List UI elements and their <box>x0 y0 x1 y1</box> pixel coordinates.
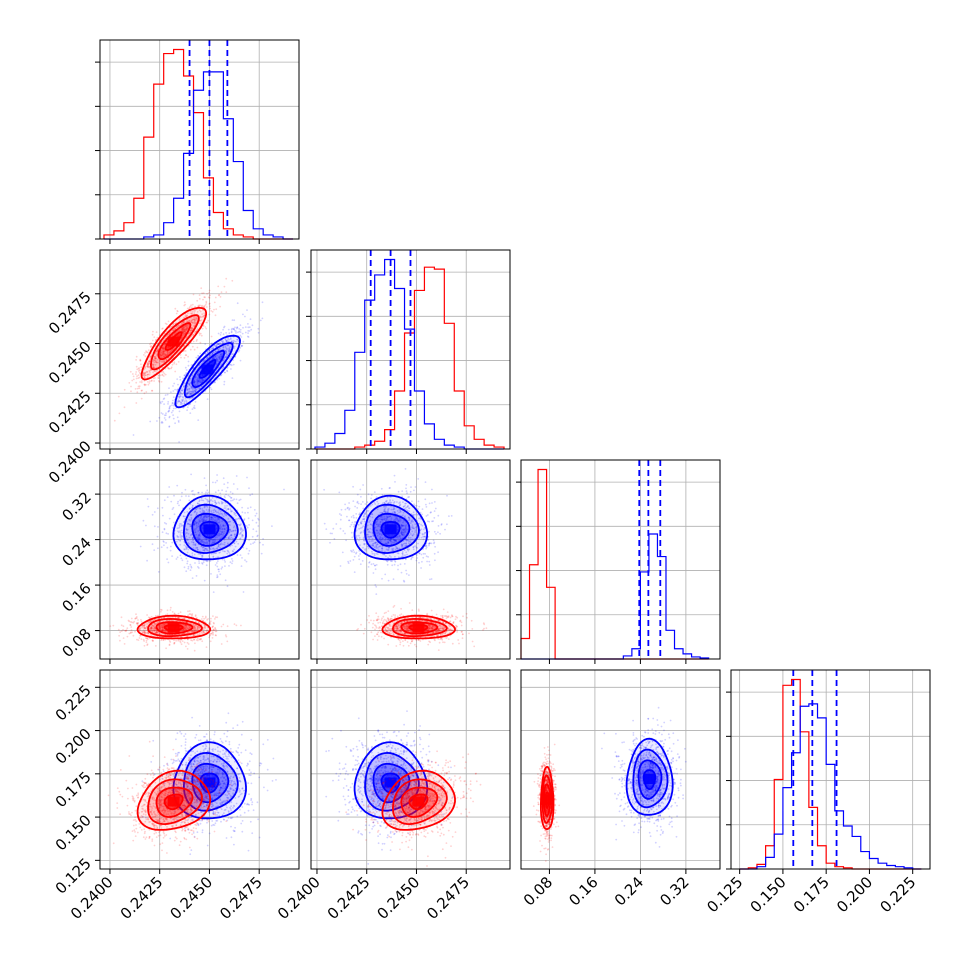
ytick-label-2-0: 0.08 <box>58 625 94 661</box>
pair-1-0-panel <box>100 250 299 449</box>
xtick-label-3-2: 0.175 <box>790 873 833 916</box>
pair-3-2-frame <box>520 669 721 870</box>
pair-2-1-blue-peak <box>384 524 397 535</box>
ytick-label-3-1: 0.150 <box>52 811 95 854</box>
xtick-label-1-3: 0.2475 <box>423 873 473 923</box>
ytick-label-3-2: 0.175 <box>52 768 95 811</box>
xtick-label-1-2: 0.2450 <box>373 873 423 923</box>
hist-0-panel <box>95 40 299 240</box>
pair-2-1-panel <box>311 460 510 659</box>
xtick-label-2-2: 0.24 <box>611 873 647 909</box>
pair-3-0-blue-peak <box>203 777 216 788</box>
hist-1-frame <box>310 249 511 450</box>
ytick-label-1-1: 0.2425 <box>45 387 95 437</box>
pair-1-0-content <box>113 277 264 443</box>
ytick-label-3-4: 0.225 <box>52 681 95 724</box>
pair-2-0-content <box>109 473 285 652</box>
hist-2-frame <box>520 459 721 660</box>
ytick-label-2-1: 0.16 <box>58 579 94 615</box>
xtick-label-1-0: 0.2400 <box>274 873 324 923</box>
pair-3-2-content <box>532 706 687 862</box>
pair-2-0-frame <box>99 459 300 660</box>
pair-3-1-content <box>325 710 482 867</box>
ytick-label-1-2: 0.2450 <box>45 338 95 388</box>
pair-3-0-panel <box>100 670 299 869</box>
xtick-label-3-1: 0.150 <box>747 873 790 916</box>
pair-3-2-red-peak <box>541 794 554 805</box>
pair-2-0-red-peak <box>167 622 180 633</box>
xtick-label-0-2: 0.2450 <box>166 873 216 923</box>
pair-1-0-frame <box>99 249 300 450</box>
pair-3-0-frame <box>99 669 300 870</box>
ytick-label-1-0: 0.2400 <box>45 437 95 487</box>
hist-0-blue-series <box>103 71 294 240</box>
hist-1-panel <box>306 250 510 450</box>
pair-2-0-blue-peak <box>203 524 216 535</box>
pair-2-0-panel <box>100 460 299 659</box>
xtick-label-2-1: 0.16 <box>565 873 601 909</box>
xtick-label-0-3: 0.2475 <box>216 873 266 923</box>
xtick-label-3-0: 0.125 <box>703 873 746 916</box>
hist-3-red-series <box>739 678 922 870</box>
pair-3-0-content <box>107 712 277 856</box>
hist-2-panel <box>516 460 720 660</box>
pair-3-1-red-peak <box>412 796 425 807</box>
hist-3-blue-series <box>739 703 922 870</box>
hist-3-panel <box>726 670 930 870</box>
pair-3-2-panel <box>521 670 720 869</box>
xtick-label-0-1: 0.2425 <box>117 873 167 923</box>
xtick-label-3-3: 0.200 <box>833 873 876 916</box>
xtick-label-2-3: 0.32 <box>656 873 692 909</box>
ytick-label-1-3: 0.2475 <box>45 288 95 338</box>
pair-3-0-red-peak <box>167 796 180 807</box>
pair-3-1-panel <box>311 670 510 869</box>
xtick-label-1-1: 0.2425 <box>324 873 374 923</box>
xtick-label-3-4: 0.225 <box>876 873 919 916</box>
hist-1-red-series <box>314 266 505 450</box>
pair-3-1-frame <box>310 669 511 870</box>
pair-1-0-blue-peak <box>201 364 214 375</box>
hist-0-red-series <box>103 48 294 240</box>
ytick-label-3-3: 0.200 <box>52 725 95 768</box>
hist-0-frame <box>99 39 300 240</box>
pair-3-1-blue-peak <box>384 777 397 788</box>
pair-3-2-blue-peak <box>643 774 656 785</box>
ytick-label-2-2: 0.24 <box>58 534 94 570</box>
pair-2-1-red-peak <box>412 622 425 633</box>
pair-2-1-frame <box>310 459 511 660</box>
ytick-label-2-3: 0.32 <box>58 488 94 524</box>
hist-3-frame <box>730 669 931 870</box>
xtick-label-2-0: 0.08 <box>520 873 556 909</box>
hist-1-blue-series <box>314 258 505 450</box>
pair-1-0-red-peak <box>167 336 180 347</box>
pair-2-1-content <box>323 468 488 651</box>
